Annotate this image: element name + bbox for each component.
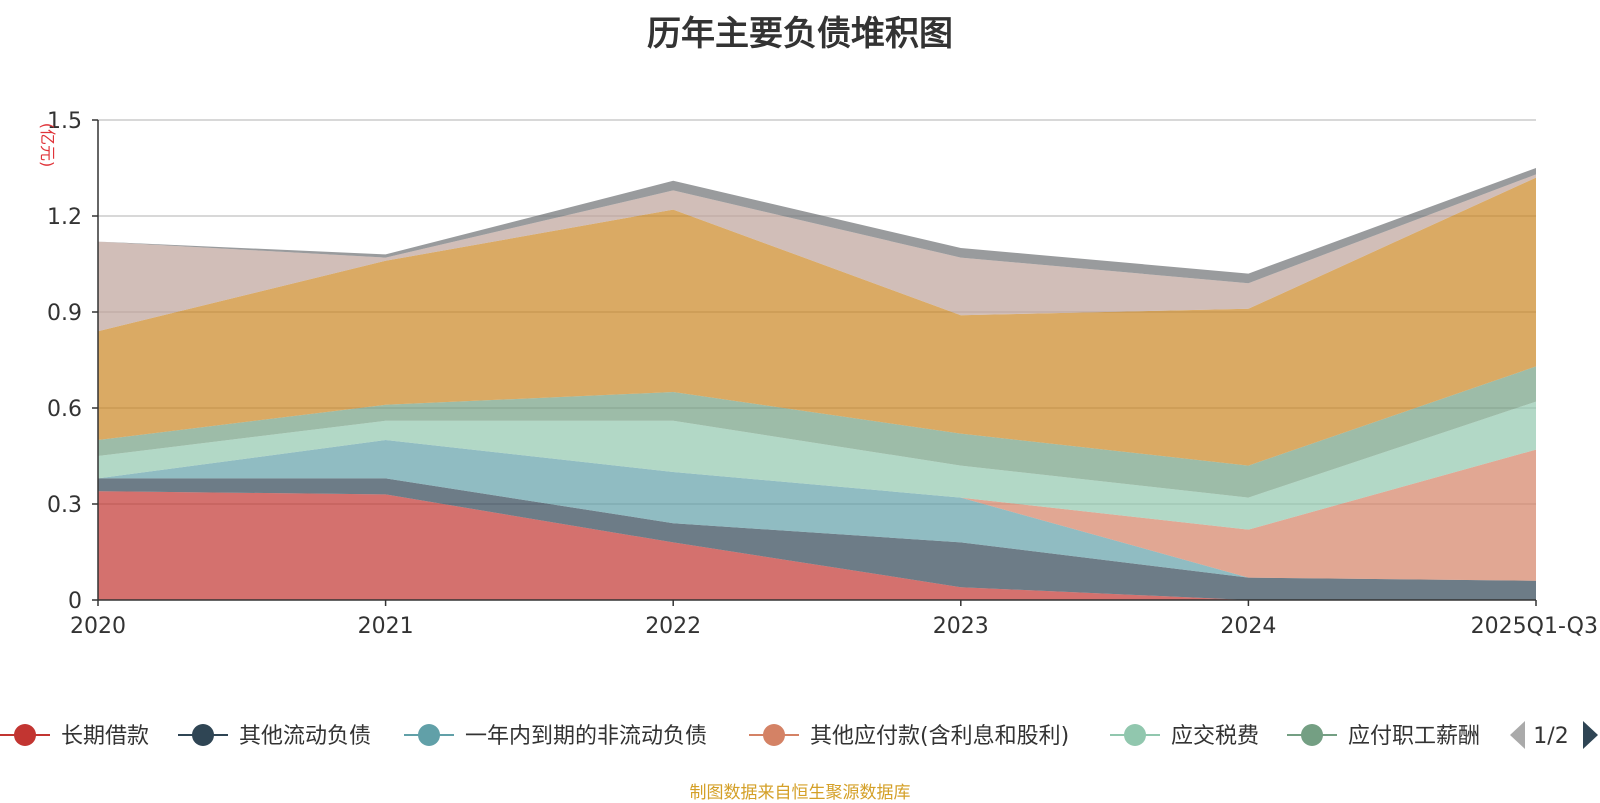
legend-marker — [418, 724, 440, 746]
legend-next-arrow-icon[interactable] — [1583, 721, 1598, 749]
x-tick-label: 2025Q1-Q3 — [1471, 614, 1598, 639]
area-series — [98, 478, 1536, 600]
legend-marker — [763, 724, 785, 746]
chart-title: 历年主要负债堆积图 — [647, 14, 953, 54]
area-series — [98, 491, 1536, 600]
legend-label: 一年内到期的非流动负债 — [465, 724, 707, 749]
y-tick-label: 0.6 — [47, 397, 82, 422]
x-tick-label: 2022 — [645, 614, 701, 639]
legend-label: 其他应付款(含利息和股利) — [810, 724, 1069, 749]
legend-item[interactable]: 长期借款 — [0, 724, 149, 749]
y-tick-label: 1.2 — [47, 205, 82, 230]
source-note: 制图数据来自恒生聚源数据库 — [689, 783, 911, 803]
y-tick-label: 0.9 — [47, 301, 82, 326]
x-tick-label: 2021 — [358, 614, 414, 639]
legend-label: 应付职工薪酬 — [1348, 724, 1480, 749]
legend-pager: 1/2 — [1510, 721, 1598, 749]
area-series — [98, 440, 1536, 581]
legend-prev-arrow-icon[interactable] — [1510, 721, 1525, 749]
axes: 0 0.3 0.6 0.9 1.2 1.5 2020 2021 2022 2023 2024 2025… — [47, 109, 1598, 639]
area-series — [98, 366, 1536, 498]
legend-item[interactable]: 应付职工薪酬 — [1287, 724, 1480, 749]
x-tick-label: 2023 — [933, 614, 989, 639]
legend-page-indicator: 1/2 — [1533, 724, 1568, 749]
legend-item[interactable]: 一年内到期的非流动负债 — [404, 724, 707, 749]
area-series — [98, 440, 1536, 581]
legend-items: 长期借款 其他流动负债 一年内到期的非流动负债 其他应付款(含利息和股利) 应交税费 应付… — [0, 724, 1480, 749]
legend-label: 长期借款 — [61, 724, 149, 749]
x-tick-label: 2024 — [1220, 614, 1276, 639]
x-tick-label: 2020 — [70, 614, 126, 639]
area-series — [98, 401, 1536, 530]
legend-marker — [1124, 724, 1146, 746]
area-series — [98, 177, 1536, 466]
legend-marker — [192, 724, 214, 746]
y-axis-unit-label: (亿元) — [38, 123, 57, 168]
legend-item[interactable]: 其他流动负债 — [178, 724, 371, 749]
area-series — [98, 174, 1536, 332]
legend-marker — [14, 724, 36, 746]
y-tick-label: 0 — [68, 589, 82, 614]
area-series-layer — [98, 168, 1536, 600]
legend-item[interactable]: 其他应付款(含利息和股利) — [749, 724, 1069, 749]
legend-marker — [1301, 724, 1323, 746]
legend-label: 应交税费 — [1171, 724, 1259, 749]
y-tick-label: 0.3 — [47, 493, 82, 518]
y-tick-label: 1.5 — [47, 109, 82, 134]
legend-item[interactable]: 应交税费 — [1110, 724, 1259, 749]
legend: 长期借款 其他流动负债 一年内到期的非流动负债 其他应付款(含利息和股利) 应交税费 应付… — [0, 724, 1480, 749]
legend-label: 其他流动负债 — [239, 724, 371, 749]
